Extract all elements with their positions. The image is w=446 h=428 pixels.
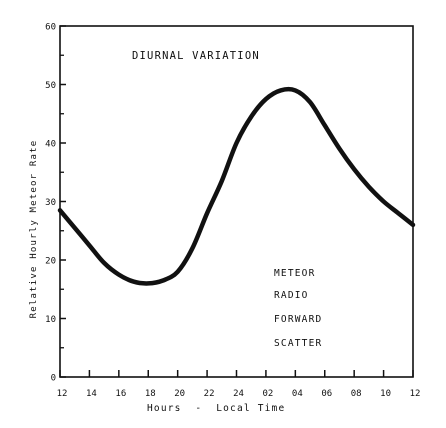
x-axis: 12 14 16 18 20 22 24 02 04 06 08 10 12 <box>57 370 421 399</box>
annotation-text: METEOR RADIO FORWARD SCATTER <box>274 268 322 349</box>
annotation-line: FORWARD <box>274 314 322 325</box>
x-tick-label: 08 <box>351 389 362 399</box>
annotation-line: SCATTER <box>274 338 322 349</box>
plot-frame <box>59 25 414 378</box>
x-tick-label: 04 <box>292 389 303 399</box>
x-tick-label: 10 <box>380 389 391 399</box>
x-tick-label: 22 <box>204 389 215 399</box>
x-tick-label: 18 <box>145 389 156 399</box>
y-tick-label: 60 <box>45 23 56 33</box>
x-tick-label: 02 <box>262 389 273 399</box>
y-tick-label: 50 <box>45 81 56 91</box>
x-tick-label: 12 <box>57 389 68 399</box>
x-tick-label: 20 <box>174 389 185 399</box>
x-tick-label: 24 <box>233 389 244 399</box>
annotation-line: RADIO <box>274 290 309 301</box>
series-line <box>57 86 416 286</box>
y-axis-label: Relative Hourly Meteor Rate <box>29 140 39 319</box>
y-tick-label: 10 <box>45 315 56 325</box>
y-tick-label: 0 <box>51 374 56 384</box>
x-tick-label: 14 <box>86 389 97 399</box>
annotation-line: METEOR <box>274 268 316 279</box>
y-tick-label: 30 <box>45 198 56 208</box>
x-tick-label: 12 <box>410 389 421 399</box>
x-axis-label: Hours - Local Time <box>147 403 285 414</box>
x-tick-label: 16 <box>115 389 126 399</box>
x-tick-label: 06 <box>321 389 332 399</box>
y-tick-label: 20 <box>45 257 56 267</box>
y-axis: 0 10 20 30 40 50 60 <box>45 23 66 384</box>
y-tick-label: 40 <box>45 140 56 150</box>
chart-title: DIURNAL VARIATION <box>132 50 260 62</box>
